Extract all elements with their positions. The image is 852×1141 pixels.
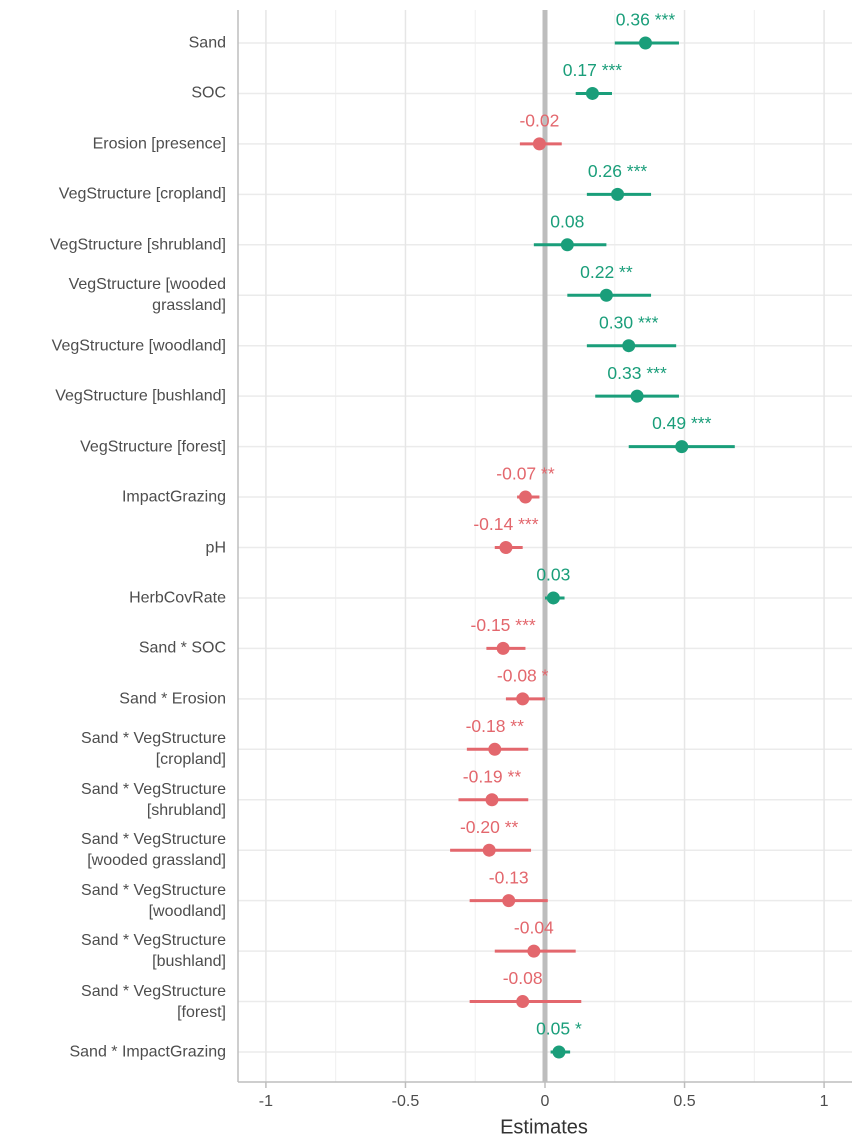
y-tick-label: Erosion [presence] <box>92 135 226 153</box>
value-label: -0.04 <box>514 918 554 938</box>
y-tick-label: Sand * VegStructure [woodland] <box>81 881 226 920</box>
value-label: -0.13 <box>489 867 529 887</box>
value-label: 0.05 * <box>536 1019 582 1039</box>
estimate-point <box>485 793 499 807</box>
y-tick-label: HerbCovRate <box>129 589 226 607</box>
estimate-point <box>638 36 652 50</box>
y-tick-label: VegStructure [woodland] <box>51 337 226 355</box>
value-label: -0.15 *** <box>471 615 536 635</box>
estimate-point <box>675 440 689 454</box>
value-label: -0.20 ** <box>460 817 519 837</box>
y-tick-label: Sand * VegStructure [shrubland] <box>81 780 226 819</box>
estimate-point <box>599 288 613 302</box>
value-label: 0.17 *** <box>563 60 623 80</box>
y-tick-label: ImpactGrazing <box>121 488 226 506</box>
y-tick-label: SOC <box>191 84 226 102</box>
value-label: -0.02 <box>519 111 559 131</box>
y-tick-label: VegStructure [forest] <box>80 438 226 456</box>
value-label: -0.08 <box>503 968 543 988</box>
value-label: 0.26 *** <box>588 161 648 181</box>
estimate-point <box>527 944 541 958</box>
value-label: -0.19 ** <box>463 766 522 786</box>
value-label: -0.07 ** <box>496 464 555 484</box>
estimate-point <box>516 692 530 706</box>
estimate-point <box>482 843 496 857</box>
value-label: -0.18 ** <box>466 716 525 736</box>
y-tick-label: Sand * ImpactGrazing <box>69 1043 226 1061</box>
estimate-point <box>611 187 625 201</box>
x-tick-label: 0.5 <box>673 1093 695 1110</box>
estimate-point <box>499 541 513 554</box>
x-axis-title: Estimates <box>500 1116 588 1138</box>
estimate-point <box>502 894 516 908</box>
value-label: 0.36 *** <box>616 10 676 30</box>
y-tick-label: VegStructure [shrubland] <box>49 236 226 254</box>
estimate-point <box>560 238 574 252</box>
estimate-point <box>496 641 510 655</box>
y-tick-label: Sand * VegStructure [bushland] <box>81 932 226 971</box>
value-label: 0.08 <box>550 211 584 231</box>
y-tick-label: Sand * VegStructure [forest] <box>81 982 226 1021</box>
x-tick-label: 0 <box>541 1093 550 1110</box>
estimate-point <box>516 995 530 1009</box>
y-tick-label: Sand * SOC <box>138 639 226 657</box>
value-label: -0.08 * <box>497 665 549 685</box>
estimate-point <box>552 1045 566 1059</box>
value-label: 0.33 *** <box>607 363 667 383</box>
estimate-point <box>532 137 546 151</box>
estimate-point <box>585 86 599 100</box>
value-label: 0.22 ** <box>580 262 633 282</box>
estimate-point <box>630 389 644 403</box>
estimate-point <box>518 490 532 504</box>
value-label: 0.49 *** <box>652 413 712 433</box>
estimate-point <box>622 339 636 353</box>
y-tick-label: VegStructure [cropland] <box>58 185 226 203</box>
x-tick-label: 1 <box>820 1093 829 1110</box>
value-label: -0.14 *** <box>473 514 538 534</box>
estimate-point <box>488 742 502 756</box>
y-tick-label: VegStructure [wooded grassland] <box>68 276 226 315</box>
value-label: 0.03 <box>536 565 570 585</box>
y-tick-label: pH <box>205 539 226 556</box>
y-tick-label: Sand <box>188 34 226 52</box>
y-tick-label: VegStructure [bushland] <box>55 387 226 405</box>
x-tick-label: -0.5 <box>392 1093 420 1110</box>
estimate-point <box>546 591 560 605</box>
y-tick-label: Sand * VegStructure [cropland] <box>81 730 226 769</box>
y-tick-label: Sand * Erosion <box>119 690 226 708</box>
y-tick-label: Sand * VegStructure [wooded grassland] <box>81 831 226 870</box>
value-label: 0.30 *** <box>599 312 659 332</box>
x-tick-label: -1 <box>259 1093 273 1110</box>
